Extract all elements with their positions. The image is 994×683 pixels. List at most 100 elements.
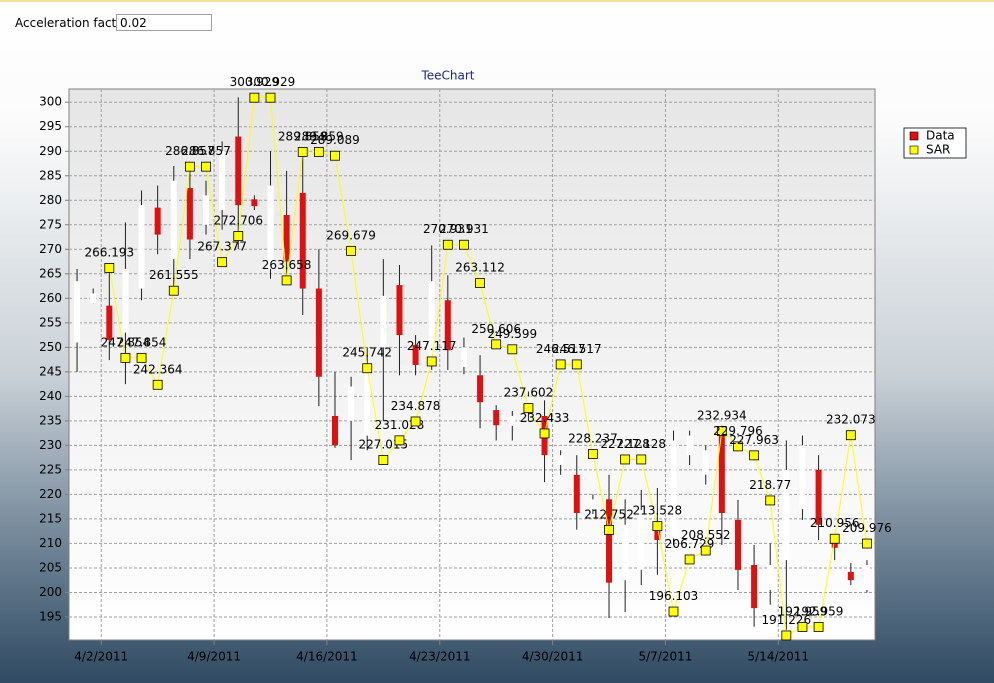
- x-tick-label: 5/7/2011: [638, 650, 692, 664]
- sar-marker: [620, 454, 631, 465]
- sar-marker: [555, 359, 566, 370]
- sar-value-label: 247.117: [407, 339, 457, 353]
- sar-value-label: 196.103: [649, 589, 699, 603]
- candle-body: [186, 188, 193, 240]
- sar-value-label: 213.528: [633, 504, 683, 518]
- y-tick-label: 215: [39, 511, 62, 525]
- sar-marker: [845, 430, 856, 441]
- y-tick-label: 280: [39, 193, 62, 207]
- candle-body: [734, 519, 741, 570]
- sar-marker: [265, 92, 276, 103]
- candle-body: [348, 386, 355, 421]
- y-tick-label: 210: [39, 536, 62, 550]
- sar-marker: [523, 403, 534, 414]
- sar-value-label: 227.128: [600, 437, 650, 451]
- candle-body: [606, 499, 613, 583]
- y-tick-label: 300: [39, 95, 62, 109]
- candle-body: [863, 564, 870, 590]
- sar-marker: [668, 606, 679, 617]
- acceleration-input[interactable]: 0.02: [116, 14, 212, 31]
- x-tick-label: 4/30/2011: [522, 650, 584, 664]
- candle-body: [799, 445, 806, 510]
- candle-body: [122, 268, 129, 333]
- candle-body: [428, 281, 435, 360]
- sar-marker: [313, 147, 324, 157]
- sar-marker: [604, 525, 614, 535]
- candle-body: [283, 214, 290, 262]
- sar-value-label: 210.956: [810, 516, 860, 530]
- sar-marker: [862, 538, 872, 549]
- sar-marker: [571, 359, 582, 370]
- legend-swatch: [909, 145, 919, 155]
- sar-marker: [120, 352, 131, 363]
- candle-body: [460, 347, 467, 367]
- candle-body: [412, 344, 419, 365]
- sar-value-label: 269.679: [326, 228, 376, 242]
- sar-marker: [700, 545, 711, 556]
- sar-marker: [168, 285, 179, 296]
- sar-marker: [475, 278, 485, 288]
- sar-value-label: 261.555: [149, 268, 199, 282]
- sar-marker: [201, 161, 211, 172]
- sar-marker: [410, 416, 421, 427]
- sar-value-label: 289.859: [278, 129, 328, 143]
- candle-body: [589, 499, 596, 510]
- sar-marker: [426, 356, 437, 367]
- y-tick-label: 240: [39, 389, 62, 403]
- y-tick-label: 225: [39, 462, 62, 476]
- candle-body: [847, 571, 854, 581]
- candle-body: [831, 539, 838, 548]
- sar-value-label: 286.857: [181, 144, 231, 158]
- candle-body: [686, 435, 693, 456]
- candle-body: [477, 375, 484, 403]
- candle-body: [299, 192, 306, 289]
- candle-body: [670, 440, 677, 539]
- sar-marker: [330, 150, 340, 161]
- candle-body: [396, 285, 403, 336]
- sar-value-label: 192.959: [794, 604, 844, 618]
- y-tick-label: 270: [39, 242, 62, 256]
- sar-value-label: 249.599: [487, 327, 537, 341]
- sar-value-label: 300.929: [246, 75, 296, 89]
- candle-body: [444, 300, 451, 351]
- sar-value-label: 218.77: [749, 478, 791, 492]
- sar-value-label: 246.517: [536, 342, 586, 356]
- sar-value-label: 250.606: [471, 322, 521, 336]
- legend-label: Data: [926, 129, 955, 143]
- candle-body: [557, 455, 564, 465]
- sar-value-label: 229.796: [713, 424, 763, 438]
- sar-marker: [781, 630, 792, 641]
- candle-body: [170, 180, 177, 260]
- x-tick-label: 5/14/2011: [748, 650, 810, 664]
- top-border: [0, 0, 994, 2]
- candle-body: [74, 281, 81, 343]
- y-tick-label: 275: [39, 217, 62, 231]
- sar-value-label: 270.931: [423, 222, 473, 236]
- sar-marker: [507, 344, 518, 355]
- sar-marker: [217, 257, 228, 268]
- legend-label: SAR: [926, 143, 950, 157]
- sar-marker: [813, 622, 824, 632]
- y-tick-label: 250: [39, 340, 62, 354]
- sar-value-label: 232.433: [520, 411, 570, 425]
- y-tick-label: 230: [39, 438, 62, 452]
- sar-marker: [749, 450, 759, 461]
- candle-body: [203, 195, 210, 225]
- y-tick-label: 265: [39, 266, 62, 280]
- sar-value-label: 192.959: [778, 604, 828, 618]
- sar-value-label: 232.934: [697, 409, 747, 423]
- sar-value-label: 227.128: [616, 437, 666, 451]
- sar-value-label: 208.552: [681, 528, 731, 542]
- y-tick-label: 220: [39, 487, 62, 501]
- candle-body: [767, 564, 774, 590]
- y-tick-label: 235: [39, 413, 62, 427]
- sar-value-label: 247.854: [101, 335, 151, 349]
- sar-value-label: 234.878: [391, 399, 441, 413]
- sar-value-label: 300.929: [230, 75, 280, 89]
- candle-body: [751, 564, 758, 609]
- sar-value-label: 272.706: [213, 214, 263, 228]
- sar-marker: [281, 275, 292, 286]
- sar-value-label: 209.976: [842, 521, 892, 535]
- sar-value-label: 289.859: [294, 129, 344, 143]
